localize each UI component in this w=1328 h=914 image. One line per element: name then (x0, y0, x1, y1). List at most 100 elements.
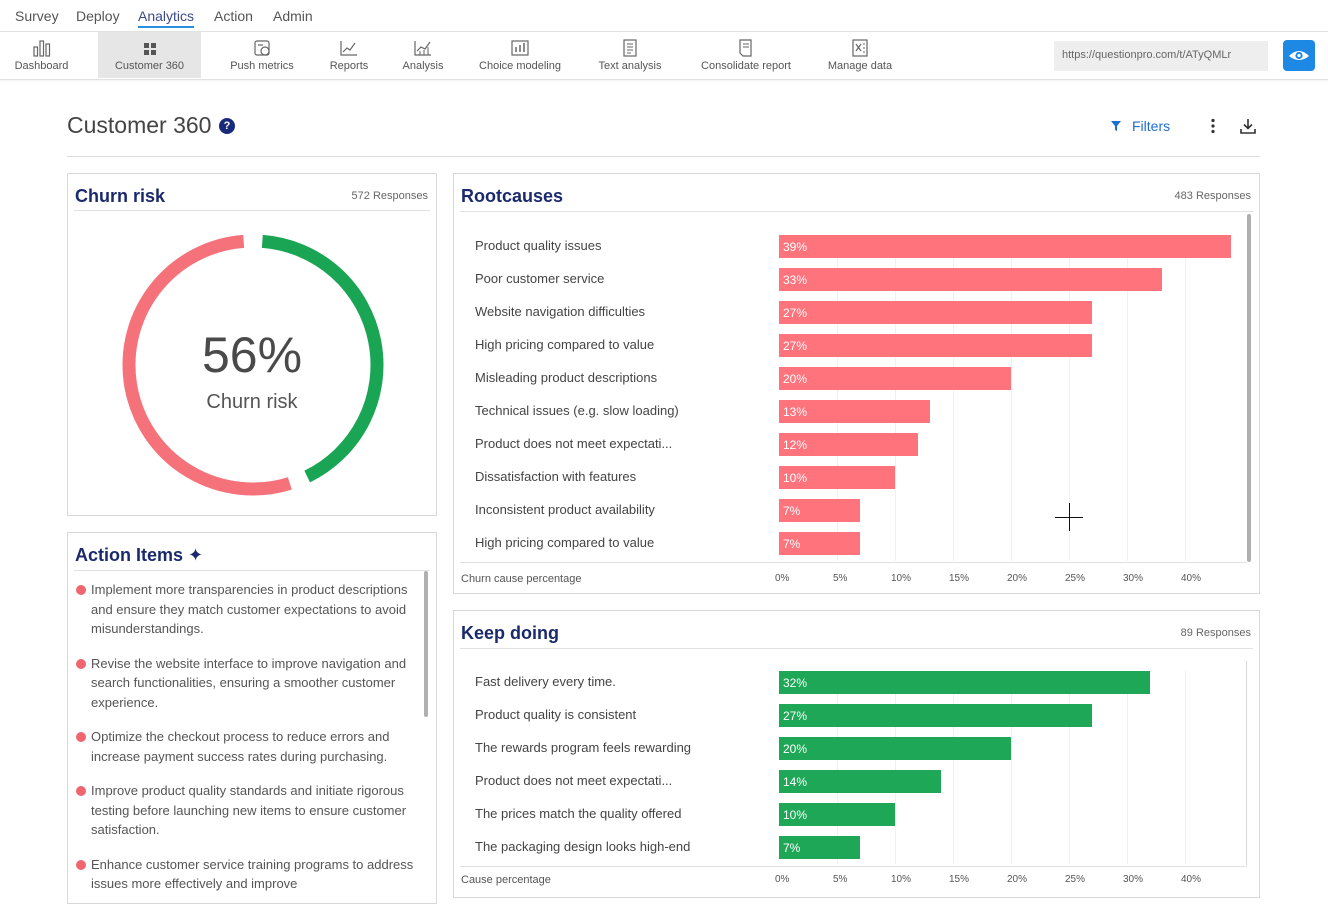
top-navigation: Survey Deploy Analytics Action Admin (0, 0, 1328, 32)
bar[interactable]: 7% (779, 499, 861, 522)
x-axis-caption: Churn cause percentage (461, 573, 582, 585)
bar-value-label: 7% (783, 841, 801, 855)
bar[interactable]: 12% (779, 433, 919, 456)
tool-label: Consolidate report (701, 60, 791, 72)
tool-label: Manage data (827, 60, 893, 72)
churn-risk-arc (122, 234, 292, 496)
grid-line (1069, 671, 1070, 864)
bar-category-label: High pricing compared to value (475, 535, 655, 550)
tool-consolidate-report[interactable]: Consolidate report (692, 32, 800, 78)
bar[interactable]: 33% (779, 268, 1162, 291)
bar-category-label: The prices match the quality offered (475, 806, 682, 821)
grid-line (1011, 235, 1012, 561)
scrollbar[interactable] (424, 571, 428, 717)
tool-reports[interactable]: Reports (322, 32, 376, 78)
analysis-icon (414, 41, 431, 56)
bar[interactable]: 20% (779, 367, 1011, 390)
x-tick-label: 25% (1065, 874, 1086, 885)
bar-value-label: 7% (783, 504, 801, 518)
bar[interactable]: 10% (779, 803, 895, 826)
filters-button[interactable]: Filters (1132, 118, 1171, 134)
preview-button[interactable] (1283, 40, 1315, 71)
action-items-list: Implement more transparencies in product… (74, 580, 424, 900)
bar[interactable]: 39% (779, 235, 1232, 258)
grid-line (837, 235, 838, 561)
choice-modeling-icon (511, 40, 529, 56)
bar[interactable]: 7% (779, 532, 861, 555)
x-tick-label: 20% (1007, 573, 1028, 584)
grid-icon (143, 43, 156, 55)
tool-text-analysis[interactable]: Text analysis (592, 32, 668, 78)
grid-line (1185, 235, 1186, 561)
bar-category-label: Poor customer service (475, 271, 605, 286)
share-url-field[interactable]: https://questionpro.com/t/ATyQMLr (1054, 41, 1268, 71)
action-item: Revise the website interface to improve … (74, 654, 424, 713)
response-count: 483 Responses (1174, 190, 1251, 202)
tool-label: Push metrics (230, 60, 294, 72)
tool-manage-data[interactable]: Manage data (822, 32, 898, 78)
x-tick-label: 15% (949, 874, 970, 885)
push-metrics-icon (254, 40, 270, 56)
bar-value-label: 32% (783, 676, 808, 690)
bar-value-label: 27% (783, 306, 808, 320)
card-rule (74, 210, 430, 211)
tool-dashboard[interactable]: Dashboard (0, 32, 83, 78)
eye-icon (1289, 51, 1309, 60)
bullet-dot-icon (76, 585, 86, 595)
churn-percentage: 56% (201, 327, 303, 383)
bar-value-label: 14% (783, 775, 808, 789)
bar[interactable]: 32% (779, 671, 1151, 694)
bar[interactable]: 27% (779, 301, 1093, 324)
action-item-text: Optimize the checkout process to reduce … (91, 729, 390, 764)
bar[interactable]: 7% (779, 836, 861, 859)
bar-category-label: The rewards program feels rewarding (475, 740, 692, 755)
tool-choice-modeling[interactable]: Choice modeling (472, 32, 568, 78)
bar-value-label: 20% (783, 742, 808, 756)
retained-arc (261, 234, 384, 483)
scroll-track (1246, 661, 1247, 865)
x-tick-label: 0% (775, 874, 790, 885)
churn-risk-card: Churn risk 572 Responses 56% Churn risk (67, 173, 437, 516)
bar[interactable]: 14% (779, 770, 942, 793)
bar-value-label: 27% (783, 339, 808, 353)
more-options-icon[interactable] (1210, 118, 1216, 134)
response-count: 572 Responses (351, 190, 428, 202)
nav-deploy[interactable]: Deploy (76, 8, 120, 24)
line-chart-icon (340, 41, 357, 56)
bar[interactable]: 27% (779, 704, 1093, 727)
card-rule (74, 570, 430, 571)
nav-analytics[interactable]: Analytics (138, 8, 195, 28)
help-icon[interactable]: ? (219, 118, 235, 134)
bar[interactable]: 13% (779, 400, 930, 423)
bar-category-label: The packaging design looks high-end (475, 839, 691, 854)
axis-rule (460, 866, 1247, 867)
response-count: 89 Responses (1180, 627, 1251, 639)
grid-line (1185, 671, 1186, 864)
scrollbar[interactable] (1247, 214, 1251, 562)
x-tick-label: 20% (1007, 874, 1028, 885)
bar-value-label: 10% (783, 808, 808, 822)
consolidate-report-icon (739, 39, 752, 57)
bar-value-label: 12% (783, 438, 808, 452)
bullet-dot-icon (76, 859, 86, 870)
card-title: Rootcauses (461, 186, 564, 206)
bar[interactable]: 10% (779, 466, 895, 489)
x-tick-label: 0% (775, 573, 790, 584)
bar[interactable]: 27% (779, 334, 1093, 357)
tool-customer-360[interactable]: Customer 360 (98, 32, 201, 78)
bar[interactable]: 20% (779, 737, 1011, 760)
bar-category-label: Product quality issues (475, 238, 602, 253)
nav-survey[interactable]: Survey (15, 8, 59, 24)
bar-category-label: Website navigation difficulties (475, 304, 646, 319)
bar-value-label: 39% (783, 240, 808, 254)
action-item: Optimize the checkout process to reduce … (74, 727, 424, 766)
nav-action[interactable]: Action (214, 8, 253, 24)
filter-icon[interactable] (1110, 120, 1122, 132)
bar-value-label: 7% (783, 537, 801, 551)
tool-analysis[interactable]: Analysis (396, 32, 450, 78)
tool-push-metrics[interactable]: Push metrics (222, 32, 302, 78)
x-axis-caption: Cause percentage (461, 874, 551, 886)
nav-admin[interactable]: Admin (273, 8, 313, 24)
download-icon[interactable] (1239, 117, 1257, 135)
grid-line (837, 671, 838, 864)
